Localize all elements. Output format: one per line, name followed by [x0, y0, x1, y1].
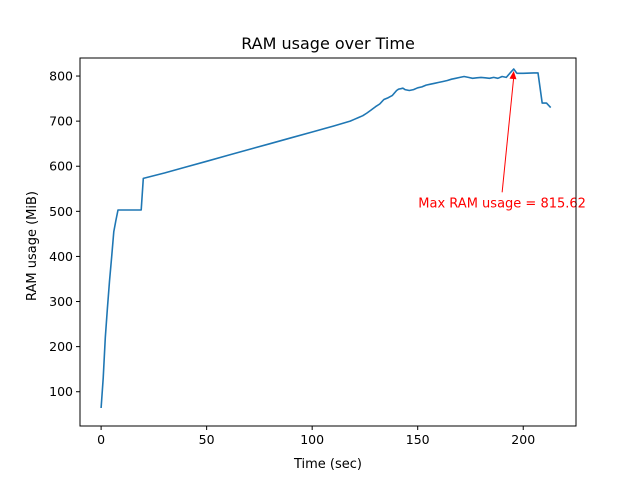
y-tick-label: 600 [49, 159, 73, 174]
y-tick-label: 800 [49, 69, 73, 84]
x-tick-label: 0 [97, 432, 105, 447]
x-tick-label: 150 [406, 432, 430, 447]
max-annotation: Max RAM usage = 815.62 [418, 70, 586, 211]
plot-frame [79, 57, 577, 427]
annotation-arrow-head [509, 70, 517, 80]
y-axis-ticks: 100 200 300 400 500 600 700 800 [49, 69, 80, 399]
x-axis-label: Time (sec) [293, 457, 362, 472]
annotation-arrow-line [501, 76, 515, 193]
y-tick-label: 200 [49, 339, 73, 354]
ram-usage-line [100, 68, 552, 409]
x-tick-label: 50 [199, 432, 215, 447]
y-axis-label: RAM usage (MiB) [25, 191, 40, 301]
y-tick-label: 300 [49, 294, 73, 309]
chart-title: RAM usage over Time [241, 34, 415, 53]
x-axis-ticks: 0 50 100 150 200 [97, 426, 535, 447]
y-tick-label: 100 [49, 384, 73, 399]
y-tick-label: 400 [49, 249, 73, 264]
x-tick-label: 100 [300, 432, 324, 447]
y-tick-label: 500 [49, 204, 73, 219]
y-tick-label: 700 [49, 114, 73, 129]
x-tick-label: 200 [511, 432, 535, 447]
plot-area [100, 68, 552, 409]
annotation-text: Max RAM usage = 815.62 [418, 196, 586, 211]
